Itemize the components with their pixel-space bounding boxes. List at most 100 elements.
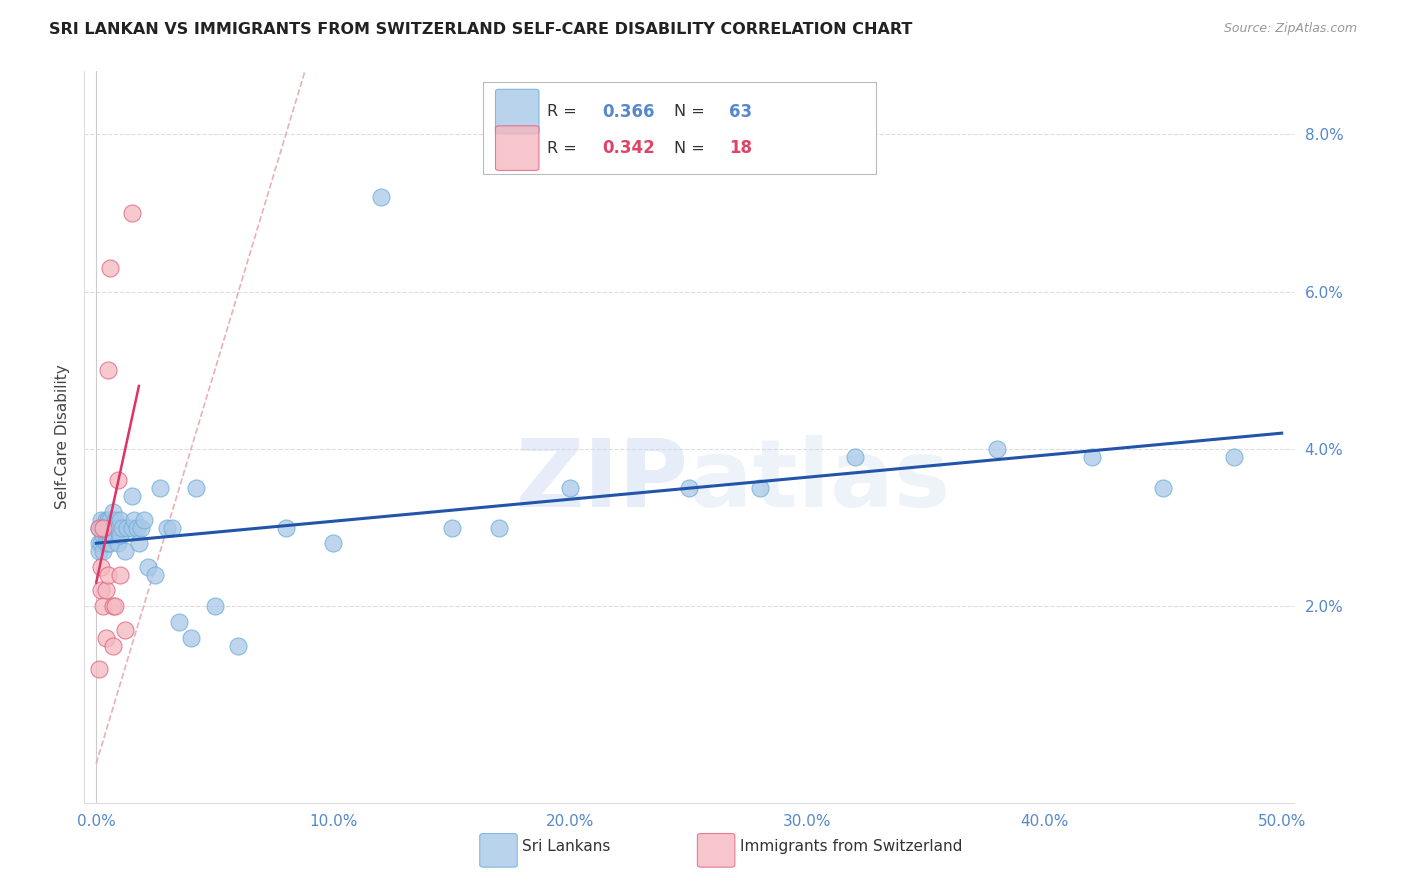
- Text: ZIP: ZIP: [516, 435, 689, 527]
- Point: [129, 520, 152, 534]
- Point: [101, 528, 124, 542]
- Point: [100, 260, 122, 275]
- Point: [104, 520, 127, 534]
- FancyBboxPatch shape: [479, 833, 517, 867]
- Point: [94, 528, 117, 542]
- FancyBboxPatch shape: [495, 89, 538, 134]
- Point: [94, 536, 117, 550]
- Point: [322, 536, 344, 550]
- FancyBboxPatch shape: [697, 833, 735, 867]
- Text: Source: ZipAtlas.com: Source: ZipAtlas.com: [1223, 22, 1357, 36]
- Point: [844, 450, 866, 464]
- Point: [111, 520, 134, 534]
- Point: [97, 536, 120, 550]
- Point: [91, 544, 114, 558]
- Point: [90, 513, 112, 527]
- Point: [87, 544, 110, 558]
- Point: [108, 567, 131, 582]
- Point: [128, 536, 150, 550]
- Text: 0.366: 0.366: [602, 103, 654, 120]
- Point: [104, 513, 127, 527]
- Point: [90, 583, 112, 598]
- Point: [94, 513, 117, 527]
- Point: [138, 559, 160, 574]
- Point: [90, 520, 112, 534]
- Text: Sri Lankans: Sri Lankans: [522, 839, 610, 855]
- Text: N =: N =: [675, 141, 710, 156]
- Point: [87, 662, 110, 676]
- Point: [370, 190, 392, 204]
- Point: [101, 505, 124, 519]
- Point: [274, 520, 297, 534]
- Point: [121, 206, 143, 220]
- Point: [149, 481, 172, 495]
- Point: [94, 631, 117, 645]
- Point: [101, 599, 124, 614]
- Point: [1081, 450, 1104, 464]
- Text: N =: N =: [675, 104, 710, 120]
- Point: [91, 520, 114, 534]
- Point: [91, 520, 114, 534]
- Point: [91, 528, 114, 542]
- Point: [145, 567, 167, 582]
- Text: Immigrants from Switzerland: Immigrants from Switzerland: [740, 839, 962, 855]
- FancyBboxPatch shape: [484, 82, 876, 174]
- Point: [97, 363, 120, 377]
- Point: [115, 520, 138, 534]
- Point: [121, 520, 143, 534]
- Point: [180, 631, 202, 645]
- Point: [440, 520, 463, 534]
- Point: [87, 536, 110, 550]
- Text: 63: 63: [728, 103, 752, 120]
- Point: [97, 520, 120, 534]
- Point: [160, 520, 183, 534]
- Point: [107, 536, 129, 550]
- Point: [986, 442, 1008, 456]
- Point: [100, 513, 122, 527]
- Point: [228, 639, 250, 653]
- Y-axis label: Self-Care Disability: Self-Care Disability: [55, 365, 70, 509]
- Point: [678, 481, 700, 495]
- Point: [1152, 481, 1174, 495]
- Point: [104, 599, 127, 614]
- Point: [560, 481, 582, 495]
- Point: [132, 513, 155, 527]
- Text: atlas: atlas: [689, 435, 950, 527]
- Point: [107, 520, 129, 534]
- Point: [122, 513, 145, 527]
- Text: 18: 18: [728, 139, 752, 157]
- Point: [121, 489, 143, 503]
- Point: [749, 481, 772, 495]
- Point: [1223, 450, 1246, 464]
- Point: [107, 473, 129, 487]
- Point: [114, 623, 136, 637]
- FancyBboxPatch shape: [495, 126, 538, 170]
- Point: [94, 583, 117, 598]
- Point: [204, 599, 226, 614]
- Point: [125, 520, 148, 534]
- Point: [101, 639, 124, 653]
- Point: [90, 559, 112, 574]
- Point: [91, 599, 114, 614]
- Point: [90, 536, 112, 550]
- Point: [108, 513, 131, 527]
- Point: [87, 520, 110, 534]
- Point: [97, 520, 120, 534]
- Text: R =: R =: [547, 141, 582, 156]
- Point: [488, 520, 510, 534]
- Point: [114, 544, 136, 558]
- Point: [167, 615, 190, 629]
- Text: SRI LANKAN VS IMMIGRANTS FROM SWITZERLAND SELF-CARE DISABILITY CORRELATION CHART: SRI LANKAN VS IMMIGRANTS FROM SWITZERLAN…: [49, 22, 912, 37]
- Point: [184, 481, 207, 495]
- Text: 0.342: 0.342: [602, 139, 655, 157]
- Point: [97, 513, 120, 527]
- Text: R =: R =: [547, 104, 582, 120]
- Point: [100, 536, 122, 550]
- Point: [108, 528, 131, 542]
- Point: [87, 520, 110, 534]
- Point: [100, 528, 122, 542]
- Point: [101, 520, 124, 534]
- Point: [97, 567, 120, 582]
- Point: [156, 520, 179, 534]
- Point: [94, 520, 117, 534]
